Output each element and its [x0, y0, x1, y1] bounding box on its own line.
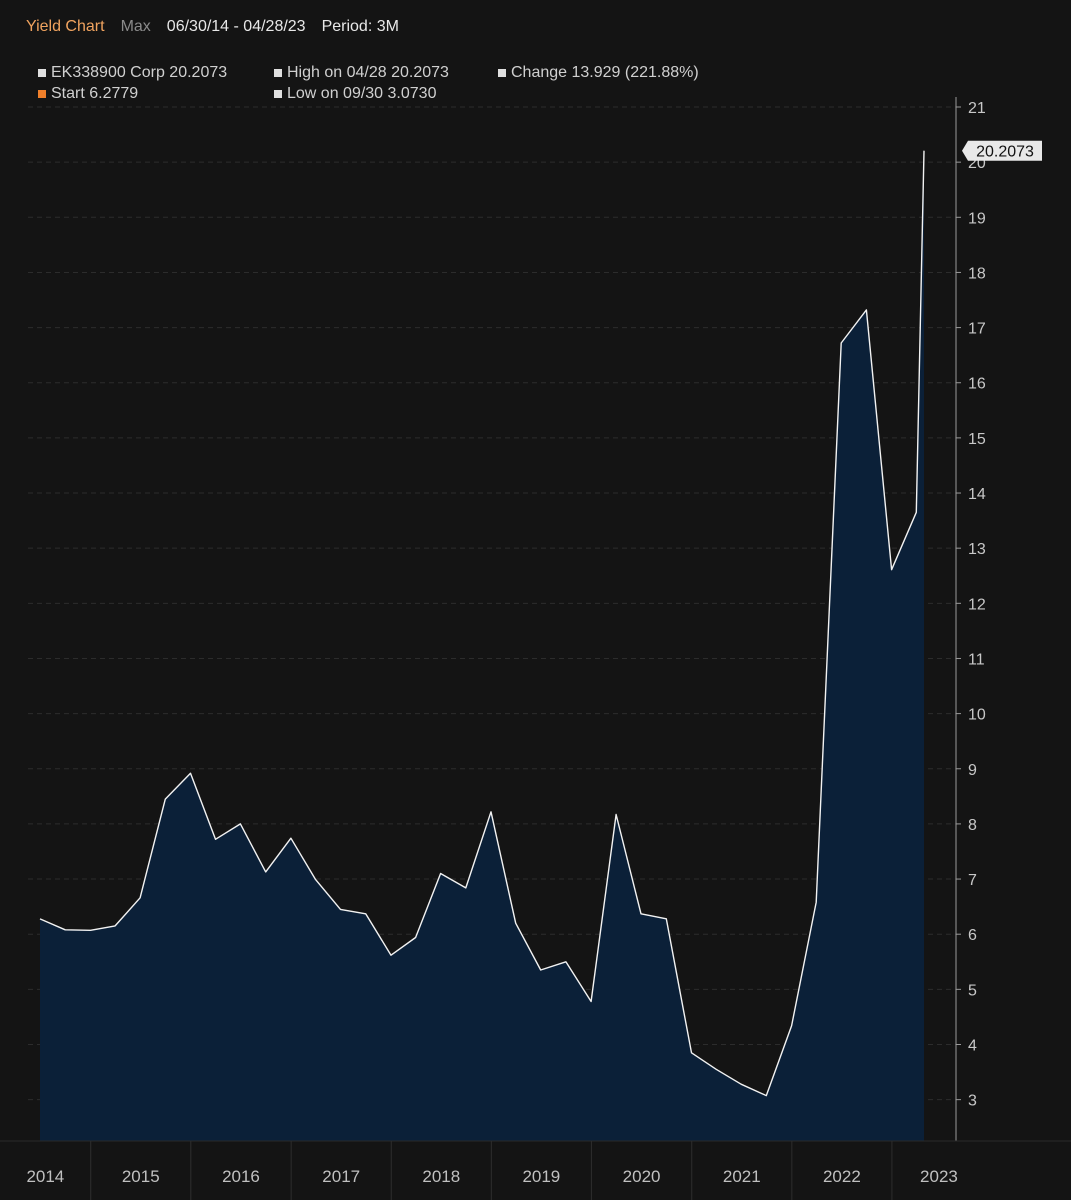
data-point[interactable]	[514, 921, 518, 925]
data-point[interactable]	[739, 1082, 743, 1086]
data-point[interactable]	[364, 912, 368, 916]
chart-header: Yield Chart Max 06/30/14 - 04/28/23 Peri…	[26, 18, 399, 36]
data-point[interactable]	[690, 1051, 694, 1055]
legend-security: EK338900 Corp 20.2073	[38, 62, 274, 83]
chart-title[interactable]: Yield Chart	[26, 18, 105, 35]
y-tick-label: 12	[968, 596, 986, 613]
x-tick-label: 2020	[623, 1167, 661, 1186]
data-point[interactable]	[714, 1067, 718, 1071]
legend-swatch-icon	[274, 89, 282, 98]
data-point[interactable]	[238, 822, 242, 826]
max-range-button[interactable]: Max	[120, 18, 151, 35]
data-point[interactable]	[639, 912, 643, 916]
y-tick-label: 15	[968, 431, 986, 448]
data-point[interactable]	[113, 924, 117, 928]
y-tick-label: 7	[968, 872, 977, 889]
x-tick-label: 2014	[26, 1167, 64, 1186]
y-tick-label: 4	[968, 1037, 977, 1054]
legend-low-text: Low on 09/30 3.0730	[287, 85, 437, 102]
y-tick-label: 3	[968, 1093, 977, 1110]
last-value-tag	[962, 140, 1042, 161]
data-point[interactable]	[614, 813, 618, 817]
legend-low: Low on 09/30 3.0730	[274, 83, 436, 104]
y-tick-label: 14	[968, 486, 986, 503]
x-tick-label: 2015	[122, 1167, 160, 1186]
data-point[interactable]	[814, 900, 818, 904]
data-point[interactable]	[539, 968, 543, 972]
data-point[interactable]	[89, 928, 93, 932]
legend-swatch-icon	[498, 68, 506, 77]
y-tick-label: 8	[968, 817, 977, 834]
series-line-group	[38, 149, 926, 1098]
date-range[interactable]: 06/30/14 - 04/28/23	[166, 18, 306, 35]
y-tick-label: 10	[968, 707, 986, 724]
y-tick-label: 16	[968, 376, 986, 393]
legend-start-swatch-icon	[38, 89, 46, 98]
chart-legend: EK338900 Corp 20.2073 High on 04/28 20.2…	[38, 62, 699, 104]
x-tick-label: 2017	[322, 1167, 360, 1186]
legend-high-text: High on 04/28 20.2073	[287, 64, 449, 81]
period-selector[interactable]: Period: 3M	[321, 18, 399, 35]
series-line	[39, 150, 925, 1097]
data-point[interactable]	[564, 960, 568, 964]
legend-swatch-icon	[38, 68, 46, 77]
y-tick-label: 18	[968, 265, 986, 282]
data-point[interactable]	[439, 872, 443, 876]
y-tick-label: 13	[968, 541, 986, 558]
legend-swatch-icon	[274, 68, 282, 77]
data-point[interactable]	[289, 836, 293, 840]
last-value-label: 20.2073	[962, 140, 1042, 161]
x-tick-label: 2018	[422, 1167, 460, 1186]
y-tick-label: 6	[968, 927, 977, 944]
data-point[interactable]	[189, 771, 193, 775]
data-point[interactable]	[138, 896, 142, 900]
data-point[interactable]	[489, 810, 493, 814]
data-point[interactable]	[38, 917, 42, 921]
data-point[interactable]	[914, 510, 918, 514]
legend-start-text: Start 6.2779	[51, 85, 139, 102]
legend-high: High on 04/28 20.2073	[274, 62, 498, 83]
data-point[interactable]	[389, 953, 393, 957]
x-tick-label: 2022	[823, 1167, 861, 1186]
data-point[interactable]	[922, 149, 926, 153]
data-point[interactable]	[864, 308, 868, 312]
y-tick-label: 17	[968, 321, 986, 338]
area-fill	[40, 150, 924, 1141]
data-point[interactable]	[464, 886, 468, 890]
data-point[interactable]	[339, 907, 343, 911]
x-axis: 2014 2015 2016 2017 2018 2019 2020 2021 2022 2023	[0, 1140, 1071, 1200]
data-point[interactable]	[214, 837, 218, 841]
data-point[interactable]	[890, 568, 894, 572]
legend-start: Start 6.2779	[38, 83, 274, 104]
data-point[interactable]	[163, 797, 167, 801]
data-point[interactable]	[664, 917, 668, 921]
legend-security-text: EK338900 Corp 20.2073	[51, 64, 228, 81]
legend-change: Change 13.929 (221.88%)	[498, 62, 699, 83]
data-point[interactable]	[764, 1094, 768, 1098]
y-tick-label: 19	[968, 210, 986, 227]
data-point[interactable]	[589, 1000, 593, 1004]
data-point[interactable]	[264, 870, 268, 874]
area-polygon	[40, 150, 924, 1141]
last-value-text: 20.2073	[976, 144, 1034, 161]
data-point[interactable]	[314, 878, 318, 882]
x-tick-label: 2016	[222, 1167, 260, 1186]
x-tick-label: 2019	[522, 1167, 560, 1186]
data-point[interactable]	[63, 928, 67, 932]
x-tick-label: 2023	[920, 1167, 958, 1186]
data-point[interactable]	[414, 936, 418, 940]
y-tick-label: 9	[968, 762, 977, 779]
data-point[interactable]	[839, 341, 843, 345]
y-tick-label: 11	[968, 651, 985, 668]
x-tick-label: 2021	[723, 1167, 761, 1186]
data-point[interactable]	[790, 1024, 794, 1028]
legend-change-text: Change 13.929 (221.88%)	[511, 64, 699, 81]
y-tick-label: 5	[968, 982, 977, 999]
y-tick-label: 21	[968, 100, 986, 117]
